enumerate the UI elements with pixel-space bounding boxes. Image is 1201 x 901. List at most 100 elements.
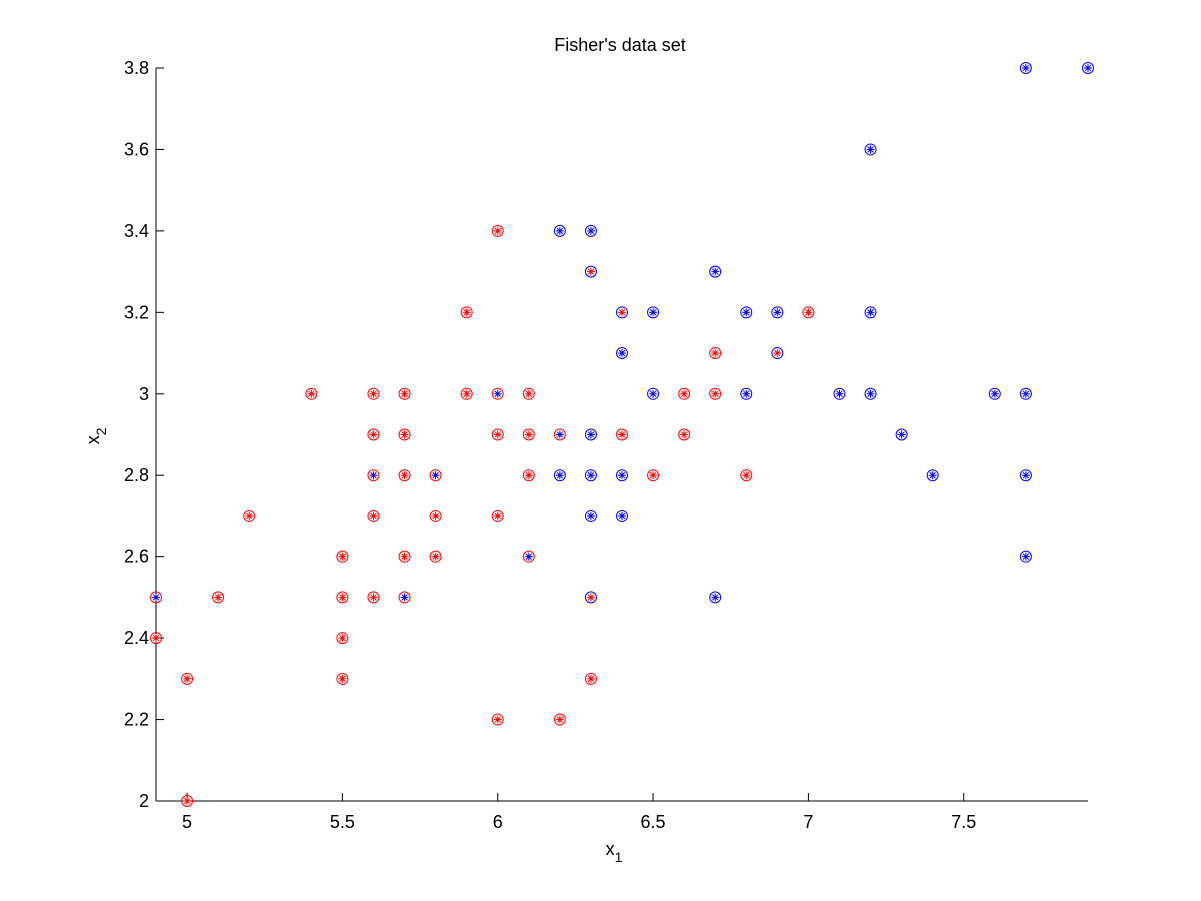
asterisk-marker [524, 471, 533, 480]
data-point [678, 387, 691, 400]
circle-marker [491, 428, 504, 441]
circle-marker [212, 591, 225, 604]
circle-marker [553, 224, 566, 237]
asterisk-marker [742, 389, 751, 398]
asterisk-marker [649, 308, 658, 317]
x-ticks: 5 5.5 6 6.5 7 7.5 [182, 793, 976, 832]
data-point [709, 265, 722, 278]
data-point [584, 591, 597, 604]
asterisk-marker [369, 471, 378, 480]
circle-marker [647, 306, 660, 319]
circle-marker [740, 387, 753, 400]
asterisk-marker [555, 226, 564, 235]
circle-marker [336, 632, 349, 645]
data-point [522, 387, 535, 400]
circle-marker [740, 469, 753, 482]
circle-marker [709, 347, 722, 360]
circle-marker [305, 387, 318, 400]
asterisk-marker [1021, 471, 1030, 480]
data-point [584, 509, 597, 522]
x-tick-label: 7.5 [951, 812, 976, 832]
asterisk-marker [524, 389, 533, 398]
asterisk-marker [928, 471, 937, 480]
data-point [336, 550, 349, 563]
y-tick-label: 3.8 [124, 58, 149, 78]
circle-marker [616, 347, 628, 360]
x-tick-label: 6 [493, 812, 503, 832]
circle-marker [709, 387, 722, 400]
asterisk-marker [711, 267, 720, 276]
circle-marker [491, 224, 504, 237]
asterisk-marker [338, 552, 347, 561]
data-point [305, 387, 318, 400]
circle-marker [709, 591, 722, 604]
asterisk-marker [152, 593, 160, 602]
data-point [398, 550, 411, 563]
asterisk-marker [338, 593, 347, 602]
asterisk-marker [555, 471, 564, 480]
y-ticks: 2 2.2 2.4 2.6 2.8 3 3.2 3.4 3.6 3.8 [124, 58, 164, 811]
data-point [864, 306, 877, 319]
asterisk-marker [245, 511, 254, 520]
data-point [398, 387, 411, 400]
circle-marker [553, 428, 566, 441]
data-point [398, 428, 411, 441]
data-point [771, 306, 784, 319]
asterisk-marker [773, 349, 782, 358]
asterisk-marker [1021, 552, 1030, 561]
data-point [740, 469, 753, 482]
x-axis-label-main: x [606, 839, 615, 859]
circle-marker [678, 428, 691, 441]
data-point [647, 469, 660, 482]
data-point [1019, 550, 1032, 563]
data-point [491, 428, 504, 441]
circle-marker [491, 387, 504, 400]
circle-marker [647, 469, 660, 482]
y-tick-label: 3.4 [124, 221, 149, 241]
data-point [895, 428, 908, 441]
circle-marker [367, 387, 380, 400]
data-point [584, 469, 597, 482]
y-axis-label-subscript: 2 [93, 427, 109, 435]
asterisk-marker [618, 349, 626, 358]
circle-marker [771, 347, 784, 360]
y-tick-label: 3 [139, 384, 149, 404]
circle-marker [584, 265, 597, 278]
data-point [988, 387, 1001, 400]
asterisk-marker [649, 389, 658, 398]
asterisk-marker [866, 389, 875, 398]
plot-area [155, 68, 1088, 802]
data-point [150, 591, 162, 604]
asterisk-marker [307, 389, 316, 398]
data-point [398, 591, 411, 604]
data-point [491, 224, 504, 237]
asterisk-marker [431, 511, 440, 520]
data-point [491, 387, 504, 400]
data-point [584, 265, 597, 278]
asterisk-marker [493, 389, 502, 398]
circle-marker [584, 224, 597, 237]
circle-marker [553, 713, 566, 726]
data-point [522, 469, 535, 482]
data-point [1019, 62, 1032, 74]
circle-marker [398, 387, 411, 400]
asterisk-marker [586, 593, 595, 602]
asterisk-marker [618, 308, 626, 317]
circle-marker [181, 672, 194, 685]
circle-marker [584, 469, 597, 482]
circle-marker [460, 387, 473, 400]
asterisk-marker [680, 389, 689, 398]
data-point [833, 387, 846, 400]
circle-marker [367, 591, 380, 604]
circle-marker [398, 469, 411, 482]
data-point [460, 306, 473, 319]
asterisk-marker [431, 471, 440, 480]
circle-marker [367, 509, 380, 522]
asterisk-marker [493, 715, 502, 724]
asterisk-marker [586, 430, 595, 439]
circle-marker [336, 591, 349, 604]
circle-marker [771, 306, 784, 319]
circle-marker [522, 387, 535, 400]
data-point [336, 632, 349, 645]
